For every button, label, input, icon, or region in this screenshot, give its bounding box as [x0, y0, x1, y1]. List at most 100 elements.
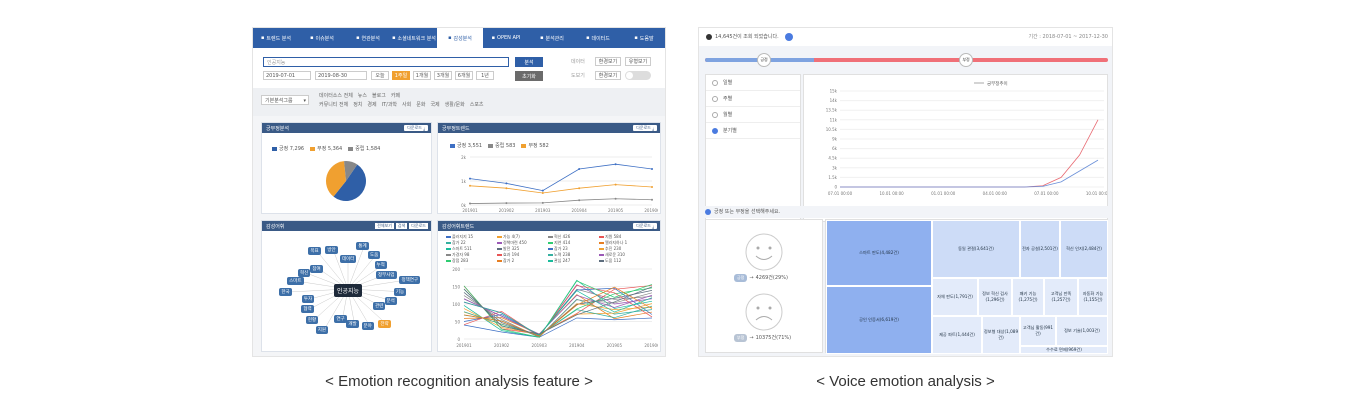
- filter-checkbox[interactable]: 사회: [402, 102, 412, 108]
- nav-tab-5[interactable]: ▪ OPEN API: [483, 28, 529, 48]
- period-button[interactable]: 오늘: [371, 71, 389, 80]
- keyword-tag[interactable]: 데이터: [340, 255, 357, 263]
- negative-handle[interactable]: 부정: [959, 53, 973, 67]
- keyword-tag[interactable]: 현황: [305, 316, 319, 325]
- center-keyword[interactable]: 인공지능: [334, 284, 363, 297]
- keyword-tag[interactable]: 누적: [374, 261, 387, 270]
- keyword-tag[interactable]: 참여: [310, 264, 323, 273]
- treemap-cell[interactable]: 동일 관절(3,641건): [932, 220, 1020, 278]
- option-button-2[interactable]: 유형보기: [625, 57, 651, 66]
- filter-checkbox[interactable]: 국제: [430, 102, 440, 108]
- treemap-cell[interactable]: 자체 판도(1,791건): [932, 278, 978, 316]
- keyword-tag[interactable]: 협력: [301, 305, 314, 314]
- interval-radio[interactable]: 주별: [706, 91, 800, 107]
- date-from[interactable]: 2019-07-01: [263, 71, 311, 80]
- period-button[interactable]: 1개월: [413, 71, 431, 80]
- keyword-tag[interactable]: 스마트: [287, 276, 304, 285]
- date-to[interactable]: 2019-08-30: [315, 71, 367, 80]
- radio-icon: [712, 79, 718, 86]
- filter-checkbox[interactable]: 경제: [367, 102, 377, 108]
- reset-button[interactable]: 초기화: [515, 71, 543, 81]
- filter-checkbox[interactable]: 커뮤니티 전체: [319, 102, 349, 108]
- filter-checkbox[interactable]: 데이터소스 전체: [319, 93, 353, 99]
- keyword-tag[interactable]: 정책연구: [399, 275, 421, 284]
- treemap-cell[interactable]: 혁신 인지(2,484건): [1060, 220, 1108, 278]
- filter-checkbox[interactable]: 카페: [390, 93, 401, 99]
- search-input[interactable]: 인공지능: [263, 57, 509, 67]
- group-select[interactable]: 기본분석그룹 ▾: [261, 95, 309, 105]
- keyword-tag[interactable]: 혁신: [298, 268, 311, 277]
- keyword-tag[interactable]: 방안: [325, 246, 338, 255]
- interval-radio[interactable]: 분기별: [706, 123, 800, 139]
- happy-face-icon[interactable]: [744, 232, 784, 272]
- trend-chart-panel: 긍부정추이 15k 14k 13.5k 11k 10.5k 9k 6k 4.5k 3k 1.5k 0 0…: [803, 74, 1111, 222]
- period-button[interactable]: 3개월: [434, 71, 452, 80]
- treemap-cell[interactable]: 수수료 면제(969건): [1020, 346, 1108, 354]
- download-button[interactable]: 다운로드 ⤓: [633, 125, 657, 131]
- keyword-tag[interactable]: 연구: [334, 314, 347, 323]
- option-button-3[interactable]: 환경보기: [595, 71, 621, 80]
- toggle-switch[interactable]: [625, 71, 651, 80]
- keyword-tag[interactable]: 분야: [361, 321, 374, 330]
- panel-buttons: 전체보기 검색 다운로드: [375, 223, 428, 229]
- interval-radio[interactable]: 월별: [706, 107, 800, 123]
- period-button[interactable]: 6개월: [455, 71, 473, 80]
- panel-action-button[interactable]: 검색: [395, 223, 408, 229]
- refresh-icon[interactable]: [785, 33, 793, 41]
- option-button-1[interactable]: 환경보기: [595, 57, 621, 66]
- keyword-tag[interactable]: 분석: [384, 296, 397, 305]
- nav-tab-4[interactable]: ▪ 감성분석: [437, 28, 483, 48]
- keyword-tag[interactable]: 도움: [368, 250, 381, 259]
- positive-handle[interactable]: 긍정: [757, 53, 771, 67]
- x-tick-label: 201906: [644, 343, 658, 348]
- filter-checkbox[interactable]: 생활/문화: [444, 102, 465, 108]
- treemap-cell[interactable]: 공인 인증서(6,619건): [826, 286, 932, 354]
- keyword-tag[interactable]: 기능: [393, 287, 407, 296]
- filter-checkbox[interactable]: IT/과학: [381, 102, 398, 108]
- interval-radio[interactable]: 일별: [706, 75, 800, 91]
- nav-tab-1[interactable]: ▪ 이슈분석: [299, 28, 345, 48]
- treemap-cell[interactable]: 정보 기술(1,003건): [1056, 316, 1108, 346]
- nav-tab-3[interactable]: ▪ 소셜네트워크 분석: [391, 28, 437, 48]
- treemap-cell[interactable]: 패키 기능(1,275건): [1012, 278, 1044, 316]
- keyword-tag[interactable]: 목표: [308, 246, 321, 255]
- nav-tab-7[interactable]: ▪ 데이터드: [575, 28, 621, 48]
- keyword-tag[interactable]: 정부사업: [375, 271, 397, 280]
- analyze-button[interactable]: 분석: [515, 57, 543, 67]
- filter-checkbox[interactable]: 정치: [353, 102, 363, 108]
- treemap-cell[interactable]: 자동화 기능(1,155건): [1078, 278, 1108, 316]
- nav-tab-0[interactable]: ▪ 트렌드 분석: [253, 28, 299, 48]
- nav-tab-2[interactable]: ▪ 연관분석: [345, 28, 391, 48]
- filter-checkbox[interactable]: 블로그: [372, 93, 386, 99]
- treemap-cell[interactable]: 고객님 만족(1,257건): [1044, 278, 1078, 316]
- treemap-cell[interactable]: 전자 공설(2,501건): [1020, 220, 1060, 278]
- filter-checkbox[interactable]: 문화: [416, 102, 426, 108]
- treemap-cell[interactable]: 정보 혁신 검사(1,296건): [978, 278, 1012, 316]
- keyword-tag[interactable]: 통계: [356, 241, 369, 250]
- nav-tab-8[interactable]: ▪ 도움말: [621, 28, 665, 48]
- keyword-tag[interactable]: 관련: [373, 302, 386, 311]
- keyword-tag[interactable]: 한국: [279, 288, 292, 297]
- treemap-cell[interactable]: 스마트 판도(4,482건): [826, 220, 932, 286]
- legend-item: 가능 4(7): [497, 234, 544, 240]
- treemap-cell[interactable]: 정보형 대상(1,089건): [982, 316, 1020, 354]
- period-button[interactable]: 1주일: [392, 71, 410, 80]
- keyword-tag[interactable]: 개발: [346, 319, 359, 328]
- keyword-tag[interactable]: 전략: [378, 319, 391, 328]
- panel-action-button[interactable]: 전체보기: [375, 223, 394, 229]
- legend-label: 긍부정추이: [987, 80, 1008, 87]
- keyword-tag[interactable]: 투자: [301, 295, 315, 304]
- treemap-cell[interactable]: 제공 파트(1,444건): [932, 316, 982, 354]
- legend-label: 효과 194: [503, 252, 520, 257]
- sad-face-icon[interactable]: [744, 292, 784, 332]
- download-button[interactable]: 다운로드 ⤓: [404, 125, 428, 131]
- treemap-cell[interactable]: 고객님 활동(991건): [1020, 316, 1056, 346]
- download-button[interactable]: 다운로드 ⤓: [633, 223, 657, 229]
- keyword-tag[interactable]: 지원: [315, 326, 329, 335]
- sentiment-slider[interactable]: 긍정 부정: [705, 53, 1108, 67]
- filter-checkbox[interactable]: 스포츠: [469, 102, 484, 108]
- panel-action-button[interactable]: 다운로드: [409, 223, 428, 229]
- nav-tab-6[interactable]: ▪ 분석관리: [529, 28, 575, 48]
- period-button[interactable]: 1년: [476, 71, 494, 80]
- filter-checkbox[interactable]: 뉴스: [357, 93, 367, 99]
